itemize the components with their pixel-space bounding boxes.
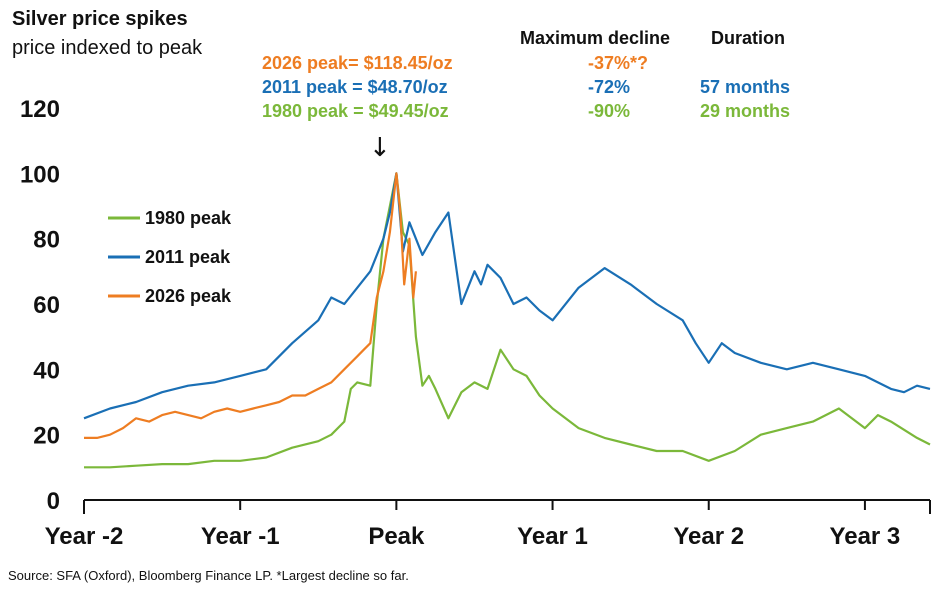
- chart-subtitle: price indexed to peak: [12, 37, 203, 59]
- y-tick-label: 60: [33, 292, 60, 319]
- x-axis-ticks: Year -2 Year -1 Peak Year 1 Year 2 Year 3: [45, 500, 901, 550]
- legend-label: 2011 peak: [145, 247, 231, 267]
- legend: 1980 peak 2011 peak 2026 peak: [108, 208, 232, 306]
- x-tick-label: Year 3: [830, 523, 901, 550]
- peak-table: 2026 peak= $118.45/oz -37%*? 2011 peak = $…: [262, 53, 790, 121]
- peak-row-duration: 57 months: [700, 77, 790, 97]
- series-line-2026-peak: [84, 172, 417, 439]
- chart-title: Silver price spikes: [12, 8, 188, 30]
- y-tick-label: 20: [33, 423, 60, 450]
- x-tick-label: Year 1: [517, 523, 588, 550]
- series-line-2011-peak: [83, 172, 931, 420]
- peak-row-label: 1980 peak = $49.45/oz: [262, 101, 449, 121]
- y-tick-label: 100: [20, 161, 60, 188]
- y-tick-label: 80: [33, 227, 60, 254]
- legend-label: 1980 peak: [145, 208, 232, 228]
- peak-row-duration: 29 months: [700, 101, 790, 121]
- peak-arrow-annotation: ↓: [369, 133, 391, 163]
- peak-row-label: 2026 peak= $118.45/oz: [262, 53, 453, 73]
- y-tick-label: 120: [20, 96, 60, 123]
- series-lines: [83, 172, 931, 469]
- axes: [83, 499, 931, 514]
- x-tick-label: Year -1: [201, 523, 280, 550]
- y-axis-ticks: 0 20 40 60 80 100 120: [20, 96, 60, 515]
- peak-row-label: 2011 peak = $48.70/oz: [262, 77, 448, 97]
- peak-row-decline: -72%: [588, 77, 630, 97]
- series-line-1980-peak: [84, 172, 931, 469]
- header-duration: Duration: [711, 28, 785, 48]
- y-tick-label: 40: [33, 357, 60, 384]
- source-note: Source: SFA (Oxford), Bloomberg Finance …: [8, 568, 409, 583]
- x-tick-label: Peak: [368, 523, 425, 550]
- peak-row-decline: -37%*?: [588, 53, 648, 73]
- peak-row-decline: -90%: [588, 101, 630, 121]
- legend-label: 2026 peak: [145, 286, 232, 306]
- y-tick-label: 0: [47, 488, 60, 515]
- x-tick-label: Year 2: [673, 523, 744, 550]
- x-tick-label: Year -2: [45, 523, 124, 550]
- header-maximum-decline: Maximum decline: [520, 28, 670, 48]
